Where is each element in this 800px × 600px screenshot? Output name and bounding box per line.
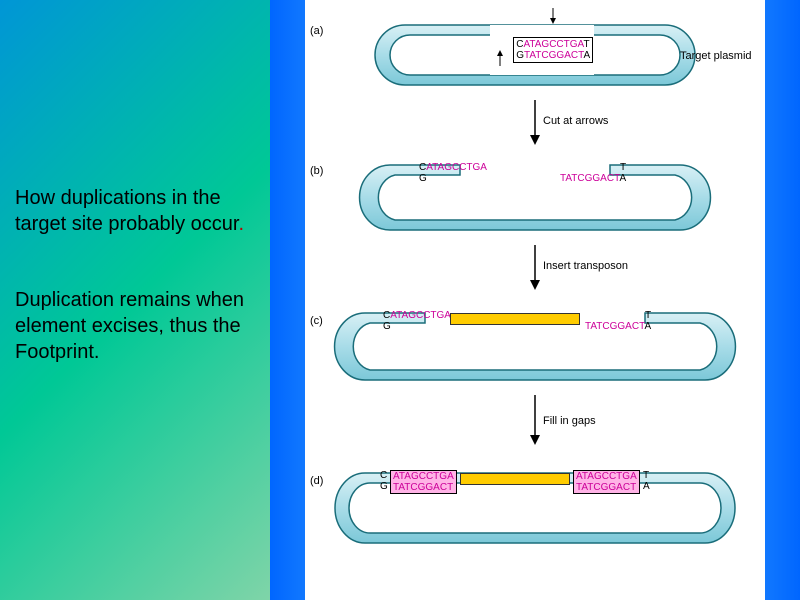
- arrow-2-label: Insert transposon: [543, 260, 628, 272]
- title-text-2: Duplication remains when element excises…: [15, 287, 255, 365]
- transposon-d: [460, 473, 570, 485]
- left-text-panel: How duplications in the target site prob…: [0, 0, 270, 600]
- period: .: [238, 213, 244, 235]
- seq-d-left-outer: CG: [380, 470, 388, 492]
- stage-b-label: (b): [310, 165, 323, 177]
- seq-a-box: CATAGCCTGATGTATCGGACTA: [513, 37, 593, 63]
- seq-b-left: CATAGCCTGAG: [419, 162, 487, 184]
- stage-d-label: (d): [310, 475, 323, 487]
- plasmid-b: [350, 150, 720, 235]
- arrow-1: [529, 100, 541, 145]
- target-plasmid-label: Target plasmid: [680, 50, 752, 62]
- diagram-area: (a) CATAGCCTGATGTATCGGACTA: [305, 0, 765, 600]
- right-panel: (a) CATAGCCTGATGTATCGGACTA: [270, 0, 800, 600]
- plasmid-c: [325, 295, 745, 385]
- arrow-1-label: Cut at arrows: [543, 115, 608, 127]
- cut-arrow-top: [548, 8, 558, 26]
- arrow-3-label: Fill in gaps: [543, 415, 596, 427]
- seq-a: CATAGCCTGATGTATCGGACTA: [490, 25, 594, 75]
- title-text-1: How duplications in the target site prob…: [15, 185, 255, 237]
- plasmid-d: [325, 455, 745, 550]
- seq-d-right-box: ATAGCCTGATATCGGACT: [573, 470, 640, 494]
- arrow-3: [529, 395, 541, 445]
- arrow-2: [529, 245, 541, 290]
- seq-d-right-outer: TA: [643, 470, 650, 492]
- cut-arrow-bottom: [495, 48, 505, 66]
- stage-c-label: (c): [310, 315, 323, 327]
- seq-c-left: CATAGCCTGAG: [383, 310, 451, 332]
- seq-c-right: TTATCGGACTA: [585, 310, 651, 332]
- seq-d-left-box: ATAGCCTGATATCGGACT: [390, 470, 457, 494]
- title1-text: How duplications in the target site prob…: [15, 187, 238, 235]
- stage-a-label: (a): [310, 25, 323, 37]
- seq-b-right: TTATCGGACTA: [560, 162, 626, 184]
- transposon-c: [450, 313, 580, 325]
